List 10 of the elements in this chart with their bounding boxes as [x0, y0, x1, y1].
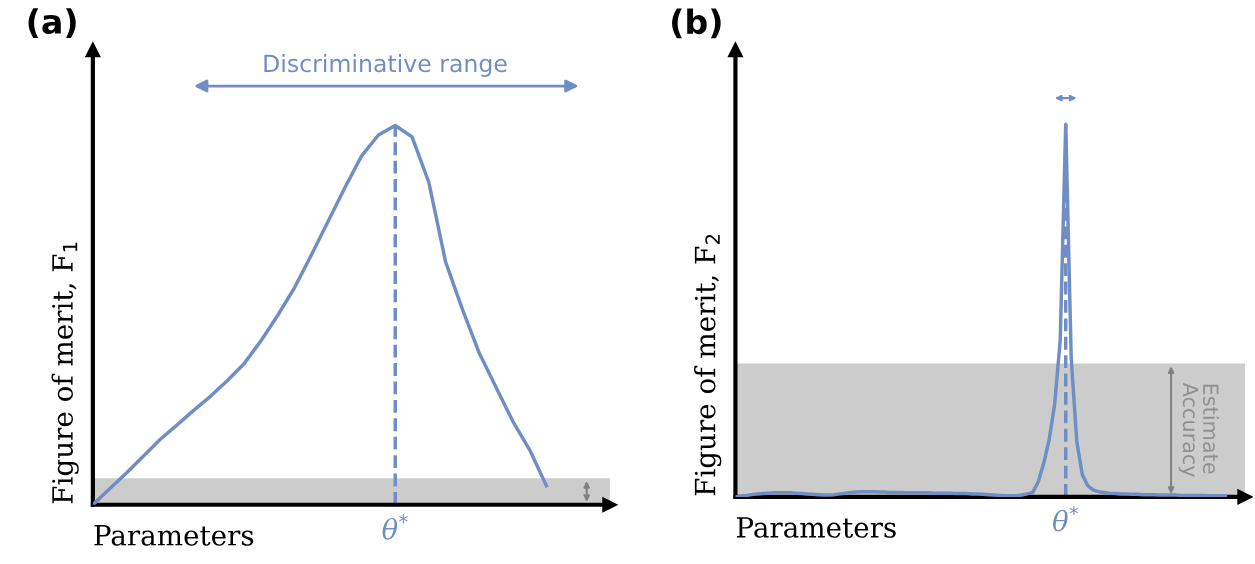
x-axis-title: Parameters — [94, 525, 254, 546]
y-axis-title: Figure of merit, F$_{2}$ — [694, 234, 722, 496]
x-axis-title: Parameters — [736, 517, 896, 538]
text: θ$^{*}$ — [382, 514, 408, 540]
text: Discriminative range — [264, 54, 507, 77]
text: θ$^{*}$ — [1052, 506, 1079, 532]
chart-title: (a) — [28, 8, 76, 38]
band-label: Estimate Accuracy — [1178, 382, 1220, 478]
y-axis-title: Figure of merit, F$_{1}$ — [51, 242, 79, 504]
chart-title: (b) — [672, 8, 721, 39]
